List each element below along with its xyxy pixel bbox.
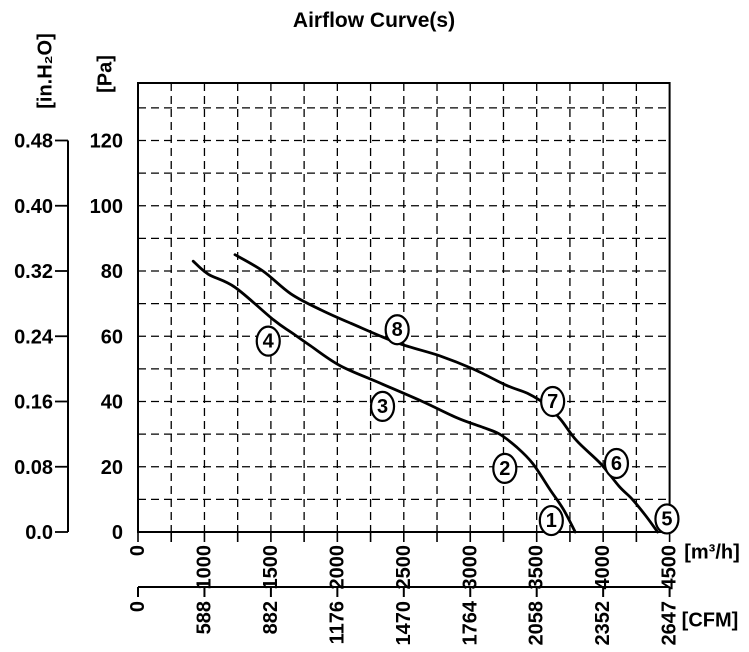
- inh2o-axis: [55, 139, 69, 533]
- inh2o-tick-label: 0.24: [14, 326, 54, 348]
- curve-1-2-3-4: [191, 259, 577, 534]
- chart-title: Airflow Curve(s): [292, 9, 456, 32]
- curve-label-number: 4: [263, 331, 275, 353]
- grid: [138, 83, 670, 532]
- cfm-tick-label: 882: [260, 601, 282, 634]
- m3h-tick-label: 3500: [526, 545, 548, 590]
- cfm-tick-label: 588: [193, 601, 215, 634]
- curve-label-7: 7: [540, 385, 566, 418]
- inh2o-tick-label: 0.48: [14, 131, 53, 153]
- cfm-tick-label: 0: [127, 601, 149, 612]
- curve-label-number: 8: [392, 319, 403, 341]
- m3h-tick-label: 2500: [393, 545, 415, 590]
- m3h-axis-ticks: [137, 533, 671, 542]
- curve-label-number: 5: [661, 508, 672, 530]
- pa-tick-label: 40: [101, 392, 123, 414]
- curve-label-8: 8: [384, 314, 410, 346]
- curve-label-4: 4: [255, 325, 281, 357]
- cfm-tick-label: 1470: [393, 601, 415, 646]
- inh2o-tick-label: 0.16: [14, 392, 53, 414]
- curve-label-number: 3: [377, 396, 388, 418]
- pa-tick-label: 0: [112, 522, 123, 544]
- curve-label-ellipse: [369, 390, 396, 422]
- m3h-tick-label: 1000: [193, 545, 215, 590]
- inh2o-tick-label: 0.0: [25, 522, 53, 544]
- m3h-tick-label: 1500: [260, 545, 282, 590]
- curve-label-ellipse: [540, 385, 566, 418]
- curve-label-ellipse: [255, 325, 281, 357]
- curve-label-2: 2: [492, 452, 518, 484]
- m3h-tick-label: 0: [127, 545, 149, 556]
- cfm-tick-label: 2647: [659, 601, 681, 646]
- cfm-tick-label: 1764: [459, 600, 481, 645]
- x-axis-unit-cfm: [CFM]: [681, 609, 739, 632]
- plot-frame: [137, 82, 671, 533]
- curve-label-6: 6: [603, 447, 630, 480]
- cfm-tick-label: 2058: [526, 601, 548, 646]
- m3h-tick-label: 4500: [659, 545, 681, 590]
- curve-label-ellipse: [538, 504, 564, 537]
- inh2o-tick-label: 0.08: [14, 457, 53, 479]
- cfm-tick-label: 1176: [326, 601, 348, 644]
- curve-label-5: 5: [654, 503, 680, 535]
- curve-label-ellipse: [384, 314, 410, 346]
- x-axis-unit-m3h: [m³/h]: [684, 541, 740, 564]
- curve-5-6-7-8: [233, 253, 659, 534]
- m3h-tick-label: 4000: [592, 545, 614, 590]
- curve-label-1: 1: [538, 504, 564, 537]
- curve-label-ellipse: [603, 447, 630, 480]
- curve-label-number: 7: [547, 391, 558, 413]
- curve-label-3: 3: [369, 390, 396, 422]
- m3h-tick-label: 3000: [459, 545, 481, 590]
- curve-label-ellipse: [492, 452, 518, 484]
- pa-tick-label: 120: [90, 131, 123, 153]
- curve-label-number: 2: [499, 458, 510, 480]
- m3h-tick-label: 2000: [326, 545, 348, 590]
- cfm-axis: [137, 586, 671, 597]
- curve-label-number: 6: [611, 453, 622, 475]
- inh2o-tick-label: 0.32: [14, 261, 53, 283]
- pa-tick-label: 60: [101, 326, 123, 348]
- inh2o-tick-label: 0.40: [14, 196, 53, 218]
- cfm-tick-label: 2352: [592, 601, 614, 646]
- pa-tick-label: 80: [101, 261, 123, 283]
- pa-tick-label: 20: [101, 457, 123, 479]
- curve-label-ellipse: [654, 503, 680, 535]
- pa-tick-label: 100: [90, 196, 123, 218]
- curve-label-number: 1: [546, 510, 557, 532]
